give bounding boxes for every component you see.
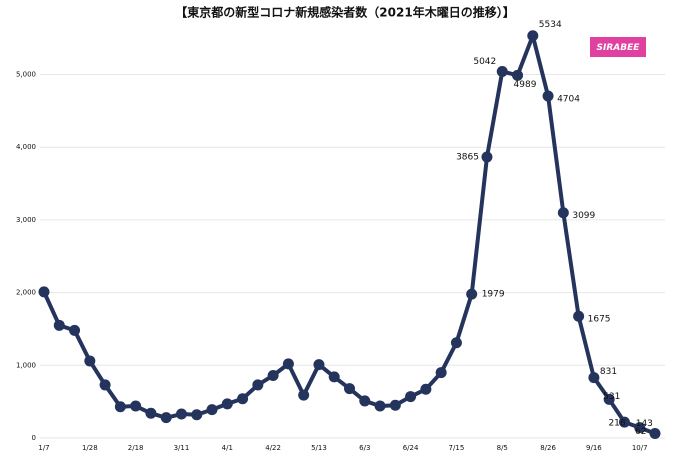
point (634, 422, 646, 434)
y-tick-label: 0 (32, 434, 36, 442)
x-tick-label: 7/15 (449, 444, 465, 452)
point (405, 391, 417, 403)
point (69, 324, 81, 336)
value-label: 1979 (482, 290, 505, 300)
y-tick-label: 2,000 (16, 289, 36, 297)
point (481, 151, 493, 163)
x-tick-label: 8/5 (497, 444, 508, 452)
x-tick-label: 3/11 (174, 444, 190, 452)
logo-box (590, 37, 646, 57)
point (496, 65, 508, 77)
point (298, 389, 310, 401)
value-label: 4704 (557, 95, 580, 105)
point (420, 383, 432, 395)
point (435, 367, 447, 379)
value-label: 831 (600, 367, 617, 377)
point (527, 30, 539, 42)
point (252, 379, 264, 391)
value-label: 3099 (572, 211, 595, 221)
y-tick-label: 4,000 (16, 143, 36, 151)
point (512, 69, 524, 81)
value-label: 143 (636, 419, 653, 429)
x-tick-label: 6/24 (403, 444, 419, 452)
value-label: 3865 (456, 153, 479, 163)
point (160, 412, 172, 424)
x-tick-label: 5/13 (311, 444, 327, 452)
x-tick-label: 10/7 (632, 444, 648, 452)
x-tick-label: 4/22 (265, 444, 281, 452)
point (237, 393, 249, 405)
point (557, 207, 569, 219)
value-label: 218 (608, 419, 625, 429)
point (175, 408, 187, 420)
chart-title: 【東京都の新型コロナ新規感染者数（2021年木曜日の推移）】 (175, 5, 514, 20)
point (359, 395, 371, 407)
point (328, 371, 340, 383)
x-tick-label: 9/16 (586, 444, 602, 452)
x-tick-label: 8/26 (540, 444, 556, 452)
value-label: 1675 (588, 315, 611, 325)
point (313, 359, 325, 371)
point (542, 90, 554, 102)
y-tick-label: 5,000 (16, 71, 36, 79)
point (573, 310, 585, 322)
point (53, 319, 65, 331)
point (114, 401, 126, 413)
point (221, 398, 233, 410)
x-tick-label: 6/3 (359, 444, 370, 452)
point (84, 355, 96, 367)
y-tick-label: 1,000 (16, 361, 36, 369)
point (344, 383, 355, 395)
point (649, 427, 661, 439)
point (191, 409, 203, 421)
point (389, 399, 401, 411)
value-label: 4989 (514, 80, 537, 90)
point (588, 372, 600, 384)
value-label: 531 (603, 392, 620, 402)
x-tick-label: 1/28 (82, 444, 98, 452)
point (206, 404, 218, 416)
point (603, 393, 615, 405)
point (466, 288, 478, 300)
point (450, 337, 462, 349)
point (374, 400, 386, 412)
x-tick-label: 4/1 (222, 444, 233, 452)
value-label: 5042 (473, 57, 496, 67)
point (130, 400, 142, 412)
value-label: 5534 (539, 20, 562, 30)
y-tick-label: 3,000 (16, 216, 36, 224)
point (267, 369, 279, 381)
point (38, 286, 50, 298)
x-tick-label: 2/18 (128, 444, 144, 452)
point (99, 379, 111, 391)
logo: SIRABEE (597, 43, 641, 53)
x-tick-label: 1/7 (38, 444, 49, 452)
point (145, 407, 157, 419)
point (618, 416, 630, 428)
point (282, 358, 294, 370)
value-label: 62 (635, 427, 646, 437)
